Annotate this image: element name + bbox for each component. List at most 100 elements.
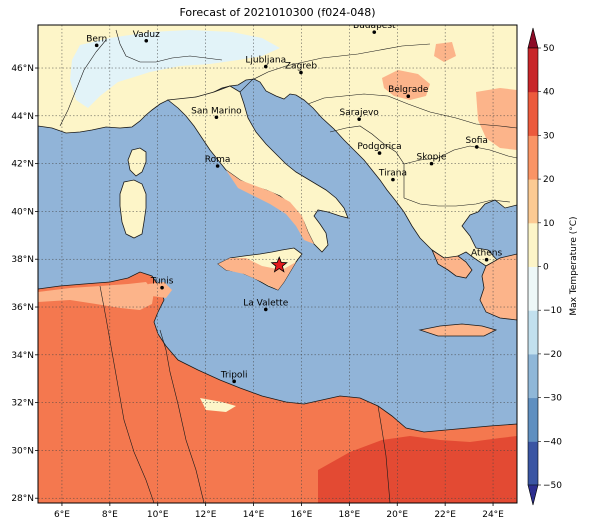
lon-tick-label: 24°E: [482, 510, 504, 520]
colorbar-segment: [528, 48, 538, 93]
city-dot: [263, 307, 268, 312]
lat-tick-label: 32°N: [11, 399, 34, 409]
colorbar-extend-max: [527, 27, 539, 49]
colorbar-segment: [528, 441, 538, 486]
colorbar-tick-label: 50: [543, 44, 555, 54]
lon-tick-label: 22°E: [434, 510, 456, 520]
temp-patch-warm-libya-coast: [200, 398, 236, 412]
city-dot: [406, 94, 411, 99]
city-label: Budapest: [353, 21, 396, 31]
lat-tick-label: 42°N: [11, 160, 34, 170]
lat-tick-label: 28°N: [11, 494, 34, 504]
colorbar-tick-label: 40: [543, 88, 555, 98]
lat-tick-label: 44°N: [11, 112, 34, 122]
colorbar-extend-min: [527, 484, 539, 506]
star-marker: [270, 256, 288, 273]
colorbar-segment: [528, 353, 538, 399]
land-crete: [418, 323, 498, 337]
city-dot: [484, 257, 489, 262]
colorbar-tick-label: −30: [543, 394, 562, 404]
city-label: Belgrade: [388, 85, 429, 95]
colorbar-tick-label: −20: [543, 350, 562, 360]
colorbar-tick-label: −50: [543, 481, 562, 491]
colorbar-segment: [528, 397, 538, 442]
colorbar-tick-label: 0: [543, 263, 549, 273]
city-dot: [391, 177, 395, 182]
lon-tick-label: 8°E: [102, 510, 118, 520]
city-label: Tripoli: [220, 370, 248, 380]
city-label: Sarajevo: [340, 108, 380, 118]
temp-patch-hot-east: [318, 436, 517, 503]
colorbar-label: Max Temperature (°C): [569, 216, 579, 315]
temp-patch-warm-italy: [226, 170, 314, 244]
colorbar-segment: [528, 179, 538, 224]
lat-tick-label: 40°N: [11, 207, 34, 217]
city-dot: [377, 151, 382, 155]
lat-tick-label: 34°N: [11, 351, 34, 361]
colorbar-segment: [528, 222, 538, 267]
colorbar-tick-label: −40: [543, 437, 562, 447]
lat-tick-label: 30°N: [11, 446, 34, 456]
colorbar-tick-label: 20: [543, 175, 555, 185]
city-dot: [357, 117, 361, 121]
lon-tick-label: 16°E: [291, 510, 313, 520]
temp-patch-warm-belgrade: [382, 70, 430, 100]
city-label: Bern: [86, 34, 107, 44]
latitude-axis: 28°N 30°N 32°N 34°N 36°N 38°N 40°N 42°N 44°N 46°N: [11, 64, 38, 504]
lat-tick-label: 36°N: [11, 303, 34, 313]
land-turkey: [479, 253, 517, 321]
map-frame: [37, 24, 518, 504]
longitude-axis: 6°E 8°E 10°E 12°E 14°E 16°E 18°E 20°E 22°E 24°E: [54, 503, 504, 520]
map-gridlines: [38, 25, 517, 503]
temp-patch-warm-sicily: [218, 258, 296, 290]
country-borders: [59, 29, 517, 503]
lon-tick-label: 12°E: [195, 510, 217, 520]
colorbar-tick-label: 30: [543, 131, 555, 141]
city-label: Ljubljana: [245, 56, 286, 66]
temp-patch-warm-east: [476, 88, 517, 150]
city-dot: [160, 285, 164, 290]
lon-tick-label: 14°E: [243, 510, 265, 520]
city-dot: [215, 164, 220, 168]
city-label: Vaduz: [133, 30, 160, 40]
city-label: La Valette: [243, 298, 288, 308]
city-label: Tirana: [378, 169, 407, 179]
colorbar: −50 −40 −30 −20 −10 0 10 20 30 40 50: [527, 27, 562, 506]
colorbar-tick-label: 10: [543, 219, 555, 229]
city-dot: [144, 38, 149, 43]
temp-patch-warm-tunis: [148, 282, 172, 298]
temp-patch-warm-north: [434, 42, 456, 62]
city-label: Tunis: [150, 277, 174, 287]
lon-tick-label: 6°E: [54, 510, 70, 520]
city-dot: [263, 64, 268, 69]
city-label: Skopje: [417, 153, 447, 163]
city-label: Roma: [205, 155, 231, 165]
lon-tick-label: 10°E: [147, 510, 169, 520]
colorbar-tick-label: −10: [543, 306, 562, 316]
map-title: Forecast of 2021010300 (f024-048): [179, 6, 376, 19]
city-label: Athens: [471, 249, 502, 259]
lat-tick-label: 38°N: [11, 255, 34, 265]
colorbar-segment: [528, 135, 538, 180]
city-dot: [232, 379, 236, 384]
colorbar-segment: [528, 310, 538, 355]
city-dot: [372, 30, 377, 34]
city-dot: [429, 161, 434, 166]
city-dot: [299, 70, 303, 75]
city-label: San Marino: [191, 106, 242, 116]
city-label: Zagreb: [285, 62, 317, 72]
colorbar-segment: [528, 266, 538, 311]
city-dot: [214, 115, 219, 120]
land-corsica: [127, 147, 147, 177]
city-label: Podgorica: [357, 142, 401, 152]
land-sardinia: [119, 179, 147, 239]
lat-tick-label: 46°N: [11, 64, 34, 74]
colorbar-segment: [528, 91, 538, 136]
city-dot: [94, 43, 99, 48]
city-label: Sofia: [466, 136, 488, 146]
land-greece: [431, 248, 473, 279]
lon-tick-label: 18°E: [339, 510, 361, 520]
